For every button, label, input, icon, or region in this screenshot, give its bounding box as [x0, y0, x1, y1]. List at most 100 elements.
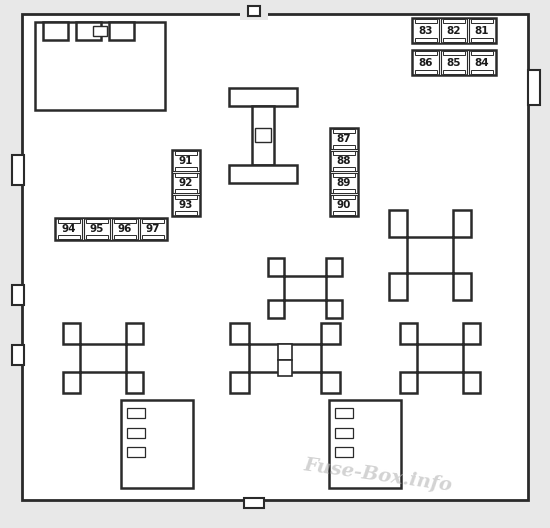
Bar	[439, 18, 441, 43]
Bar	[333, 145, 355, 149]
Bar	[127, 447, 145, 457]
Bar	[329, 400, 401, 488]
Bar	[175, 189, 197, 193]
Bar	[528, 70, 540, 105]
Bar	[443, 38, 465, 42]
Bar	[248, 6, 260, 16]
Text: 85: 85	[447, 58, 461, 68]
Polygon shape	[63, 323, 143, 393]
Bar	[471, 51, 493, 55]
Bar	[175, 173, 197, 177]
Bar	[175, 211, 197, 215]
Bar	[172, 150, 200, 216]
Bar	[415, 70, 437, 74]
Bar	[333, 173, 355, 177]
Bar	[333, 211, 355, 215]
Bar	[12, 155, 24, 185]
Bar	[172, 193, 200, 195]
Polygon shape	[400, 323, 480, 393]
Text: 86: 86	[419, 58, 433, 68]
Bar	[335, 447, 353, 457]
Polygon shape	[268, 258, 342, 318]
Text: 92: 92	[179, 178, 193, 188]
Bar	[229, 165, 297, 183]
Bar	[278, 360, 292, 376]
Bar	[333, 167, 355, 171]
Bar	[330, 149, 358, 151]
Bar	[443, 19, 465, 23]
Bar	[175, 195, 197, 199]
Text: 93: 93	[179, 200, 193, 210]
Bar	[86, 219, 108, 223]
Bar	[43, 22, 68, 40]
Polygon shape	[230, 323, 340, 393]
Text: 84: 84	[475, 58, 490, 68]
Bar	[240, 6, 268, 20]
Bar	[12, 345, 24, 365]
Bar	[114, 219, 136, 223]
Text: 83: 83	[419, 25, 433, 35]
Bar	[109, 22, 134, 40]
Text: 95: 95	[90, 224, 104, 234]
Bar	[278, 344, 292, 360]
Bar	[142, 219, 164, 223]
Bar	[127, 428, 145, 438]
Bar	[55, 218, 167, 240]
Text: 94: 94	[62, 224, 76, 234]
Bar	[127, 408, 145, 418]
Text: 81: 81	[475, 25, 490, 35]
Bar	[333, 129, 355, 133]
Text: 90: 90	[337, 200, 351, 210]
Bar	[443, 70, 465, 74]
Bar	[58, 219, 80, 223]
Text: 89: 89	[337, 178, 351, 188]
Bar	[229, 88, 297, 106]
Bar	[255, 128, 271, 142]
Bar	[412, 50, 496, 75]
Bar	[471, 38, 493, 42]
Bar	[86, 235, 108, 239]
Bar	[333, 195, 355, 199]
Bar	[330, 193, 358, 195]
Bar	[335, 408, 353, 418]
Text: 88: 88	[337, 156, 351, 166]
Polygon shape	[389, 210, 471, 300]
Bar	[412, 18, 496, 43]
Text: 96: 96	[118, 224, 132, 234]
Bar	[330, 128, 358, 216]
Bar	[443, 51, 465, 55]
Bar	[175, 167, 197, 171]
Bar	[76, 22, 101, 40]
Text: 91: 91	[179, 156, 193, 166]
Bar	[35, 22, 165, 110]
Text: 97: 97	[146, 224, 160, 234]
Text: 82: 82	[447, 25, 461, 35]
Bar	[244, 498, 264, 508]
Bar	[172, 171, 200, 173]
Bar	[335, 428, 353, 438]
Bar	[175, 151, 197, 155]
Bar	[82, 218, 84, 240]
Bar	[142, 235, 164, 239]
Bar	[58, 235, 80, 239]
Text: 87: 87	[337, 134, 351, 144]
Bar	[114, 235, 136, 239]
Bar	[333, 189, 355, 193]
Bar	[439, 50, 441, 75]
Bar	[471, 19, 493, 23]
Bar	[138, 218, 140, 240]
Bar	[415, 51, 437, 55]
Bar	[471, 70, 493, 74]
Bar	[467, 50, 469, 75]
Bar	[467, 18, 469, 43]
Bar	[333, 151, 355, 155]
Bar	[110, 218, 112, 240]
Bar	[12, 285, 24, 305]
Text: Fuse-Box.info: Fuse-Box.info	[302, 457, 453, 495]
Bar	[252, 106, 274, 165]
Bar	[121, 400, 193, 488]
Bar	[415, 38, 437, 42]
Bar	[330, 171, 358, 173]
Bar	[93, 26, 107, 36]
Bar	[415, 19, 437, 23]
